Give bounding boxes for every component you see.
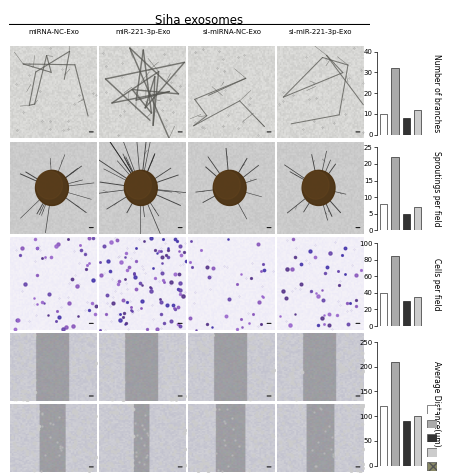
Polygon shape bbox=[214, 171, 240, 199]
Polygon shape bbox=[36, 170, 68, 205]
Bar bbox=[402, 118, 410, 135]
Y-axis label: Average Distance(um): Average Distance(um) bbox=[432, 361, 441, 447]
Polygon shape bbox=[213, 170, 246, 205]
Text: miR-221-3p-Exo: miR-221-3p-Exo bbox=[115, 29, 171, 35]
Bar bbox=[402, 421, 410, 465]
Bar bbox=[402, 214, 410, 230]
Bar bbox=[380, 406, 387, 465]
Bar bbox=[391, 68, 399, 135]
Bar bbox=[391, 362, 399, 465]
Bar bbox=[414, 416, 421, 465]
Bar bbox=[391, 157, 399, 230]
Bar bbox=[380, 114, 387, 135]
Bar bbox=[380, 204, 387, 230]
Polygon shape bbox=[125, 171, 151, 199]
Y-axis label: Cells per field: Cells per field bbox=[432, 258, 441, 311]
Polygon shape bbox=[124, 170, 157, 205]
Bar bbox=[402, 301, 410, 326]
Text: si-miR-221-3p-Exo: si-miR-221-3p-Exo bbox=[289, 29, 352, 35]
Bar bbox=[380, 293, 387, 326]
Y-axis label: Number of branches: Number of branches bbox=[432, 54, 441, 132]
Y-axis label: Sproutings per field: Sproutings per field bbox=[432, 151, 441, 227]
Polygon shape bbox=[303, 171, 329, 199]
Bar bbox=[414, 109, 421, 135]
Polygon shape bbox=[302, 170, 335, 205]
Bar bbox=[414, 207, 421, 230]
Text: si-miRNA-NC-Exo: si-miRNA-NC-Exo bbox=[202, 29, 261, 35]
Bar bbox=[391, 255, 399, 326]
Text: miRNA-NC-Exo: miRNA-NC-Exo bbox=[28, 29, 79, 35]
Polygon shape bbox=[36, 171, 63, 199]
Text: Siha exosomes: Siha exosomes bbox=[155, 14, 243, 27]
Bar bbox=[414, 297, 421, 326]
